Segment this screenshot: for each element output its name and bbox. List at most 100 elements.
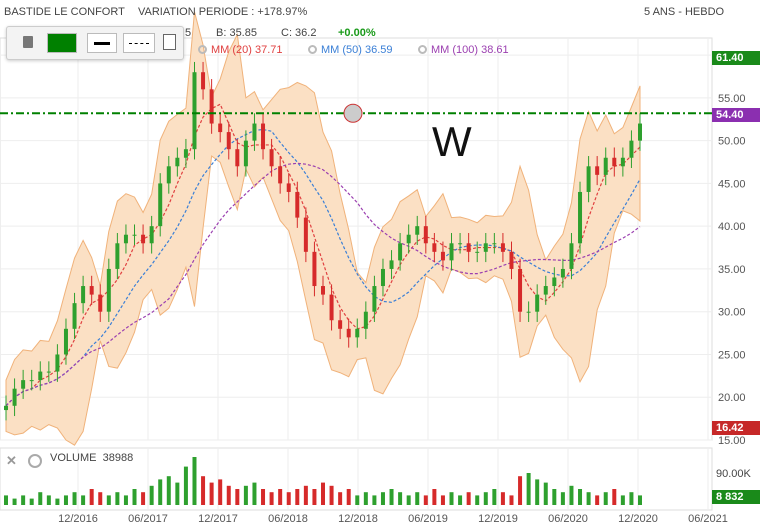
volume-bar bbox=[560, 492, 565, 505]
volume-bar bbox=[552, 489, 557, 505]
candle-body bbox=[372, 286, 377, 312]
candle-body bbox=[415, 226, 420, 235]
line-style-button[interactable] bbox=[123, 33, 155, 53]
y-tick-label: 20.00 bbox=[718, 392, 746, 404]
volume-bar bbox=[432, 489, 437, 505]
candle-body bbox=[578, 191, 583, 244]
candle-body bbox=[475, 251, 480, 253]
symbol-title: BASTIDE LE CONFORT bbox=[4, 6, 125, 18]
candle-body bbox=[338, 320, 343, 329]
indicator-mm20[interactable]: MM (20) 37.71 bbox=[198, 44, 283, 56]
pattern-annotation[interactable]: W bbox=[432, 118, 472, 165]
volume-bar bbox=[98, 492, 103, 505]
volume-bar bbox=[115, 492, 120, 505]
volume-tag: 8 832 bbox=[712, 490, 760, 504]
volume-bar bbox=[535, 479, 540, 505]
volume-bar bbox=[123, 495, 128, 505]
candle-body bbox=[552, 277, 557, 287]
candle-body bbox=[612, 157, 617, 167]
volume-bar bbox=[141, 492, 146, 505]
copy-icon[interactable] bbox=[163, 34, 176, 50]
indicator-mm50[interactable]: MM (50) 36.59 bbox=[308, 44, 393, 56]
candle-body bbox=[295, 191, 300, 218]
volume-bar bbox=[209, 482, 214, 505]
line-width-button[interactable] bbox=[87, 33, 117, 53]
volume-bar bbox=[158, 479, 163, 505]
volume-bar bbox=[586, 492, 591, 505]
volume-bar bbox=[355, 495, 360, 505]
candle-body bbox=[543, 286, 548, 295]
volume-bar bbox=[166, 476, 171, 505]
candle-body bbox=[560, 268, 565, 278]
candle-body bbox=[346, 328, 351, 338]
volume-bar bbox=[492, 489, 497, 505]
gear-icon[interactable] bbox=[308, 45, 317, 54]
candle-body bbox=[81, 286, 86, 304]
volume-bar bbox=[329, 485, 334, 505]
candle-body bbox=[406, 234, 411, 244]
y-tick-label: 55.00 bbox=[718, 93, 746, 105]
candle-body bbox=[183, 149, 188, 158]
volume-bar bbox=[569, 485, 574, 505]
volume-bar bbox=[398, 492, 403, 505]
y-tick-label: 35.00 bbox=[718, 264, 746, 276]
color-picker-button[interactable] bbox=[47, 33, 77, 53]
x-tick-label: 12/2019 bbox=[478, 513, 518, 525]
candle-body bbox=[603, 157, 608, 175]
volume-bar bbox=[243, 485, 248, 505]
period-label[interactable]: 5 ANS - HEBDO bbox=[644, 6, 725, 18]
candle-body bbox=[312, 251, 317, 287]
x-tick-label: 12/2018 bbox=[338, 513, 378, 525]
volume-bar bbox=[46, 495, 51, 505]
candle-body bbox=[303, 217, 308, 252]
candle-body bbox=[141, 234, 146, 244]
candle-body bbox=[218, 123, 223, 133]
volume-bar bbox=[38, 492, 43, 505]
candle-body bbox=[38, 371, 43, 381]
volume-bar bbox=[72, 492, 77, 505]
x-tick-label: 06/2021 bbox=[688, 513, 728, 525]
candle-body bbox=[235, 149, 240, 167]
candle-body bbox=[149, 226, 154, 244]
volume-bar bbox=[192, 457, 197, 505]
close-icon[interactable]: ✕ bbox=[6, 453, 17, 468]
volume-bar bbox=[269, 492, 274, 505]
x-tick-label: 06/2017 bbox=[128, 513, 168, 525]
gear-icon[interactable] bbox=[418, 45, 427, 54]
candle-body bbox=[278, 166, 283, 184]
gear-icon[interactable] bbox=[28, 454, 42, 468]
indicator-mm100[interactable]: MM (100) 38.61 bbox=[418, 44, 509, 56]
candle-body bbox=[620, 157, 625, 167]
volume-bar bbox=[415, 492, 420, 505]
candle-body bbox=[261, 123, 266, 150]
volume-bar bbox=[406, 495, 411, 505]
candle-body bbox=[243, 140, 248, 167]
candle-body bbox=[115, 243, 120, 269]
y-tick-label: 30.00 bbox=[718, 307, 746, 319]
trash-icon[interactable] bbox=[23, 36, 33, 48]
volume-bar bbox=[338, 492, 343, 505]
candle-body bbox=[252, 123, 257, 141]
candle-body bbox=[355, 328, 360, 338]
gear-icon[interactable] bbox=[198, 45, 207, 54]
candle-body bbox=[132, 234, 137, 236]
mm20-line bbox=[5, 103, 641, 407]
mm100-line bbox=[5, 162, 641, 407]
volume-bar bbox=[235, 489, 240, 505]
volume-bar bbox=[629, 492, 634, 505]
candle-body bbox=[380, 268, 385, 287]
volume-bar bbox=[475, 495, 480, 505]
volume-bar bbox=[595, 495, 600, 505]
volume-bar bbox=[466, 492, 471, 505]
candle-body bbox=[175, 157, 180, 167]
volume-bar bbox=[612, 489, 617, 505]
candle-body bbox=[226, 132, 231, 150]
y-tick-label: 25.00 bbox=[718, 349, 746, 361]
candle-body bbox=[201, 72, 206, 90]
indicator-label: MM (50) 36.59 bbox=[321, 44, 393, 56]
volume-bar bbox=[312, 489, 317, 505]
x-tick-label: 06/2019 bbox=[408, 513, 448, 525]
candle-body bbox=[89, 286, 94, 295]
indicator-label: MM (20) 37.71 bbox=[211, 44, 283, 56]
